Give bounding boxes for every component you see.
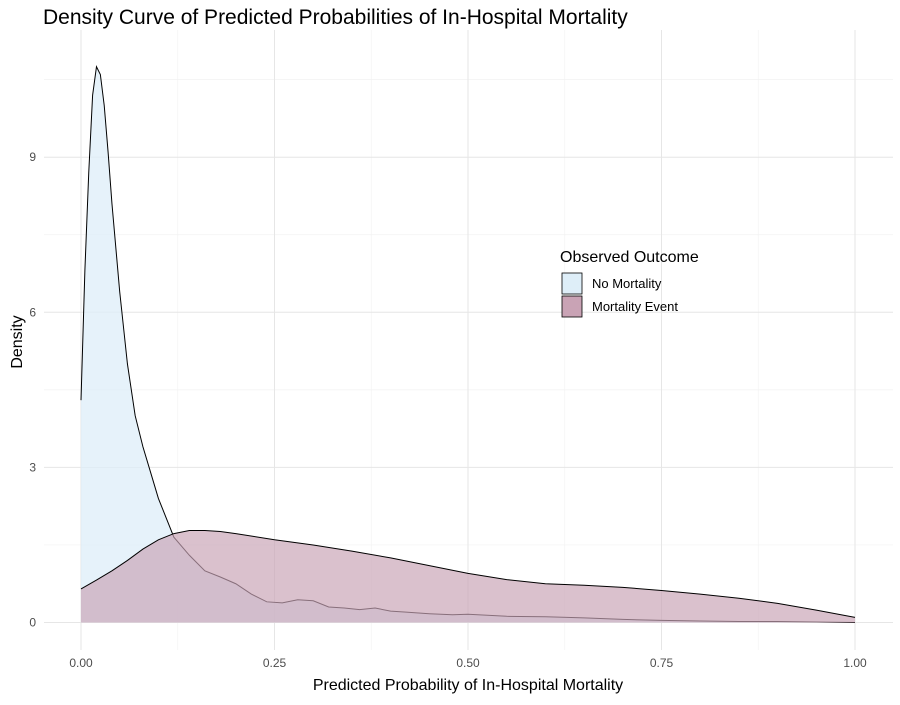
density-area-mortality-event xyxy=(81,530,855,623)
y-tick-label: 6 xyxy=(29,305,36,319)
density-line-mortality-event xyxy=(80,529,856,618)
legend-title: Observed Outcome xyxy=(560,249,699,266)
legend-items: No Mortality Mortality Event xyxy=(561,272,678,318)
legend-label-mortality-event: Mortality Event xyxy=(592,299,678,314)
axis-ticks: 0.00 0.25 0.50 0.75 1.00 0 3 6 9 xyxy=(29,150,867,670)
x-tick-label: 1.00 xyxy=(843,656,867,670)
y-tick-label: 3 xyxy=(29,460,36,474)
y-tick-label: 9 xyxy=(29,150,36,164)
chart-title: Density Curve of Predicted Probabilities… xyxy=(43,6,628,29)
legend-label-no-mortality: No Mortality xyxy=(592,276,662,291)
x-tick-label: 0.50 xyxy=(456,656,480,670)
legend-swatch-mortality-event xyxy=(561,295,583,318)
y-axis-title: Density xyxy=(9,315,26,368)
series-areas xyxy=(80,65,856,623)
legend-swatch-no-mortality xyxy=(561,272,583,295)
x-tick-label: 0.75 xyxy=(650,656,674,670)
x-tick-label: 0.25 xyxy=(263,656,287,670)
x-tick-label: 0.00 xyxy=(69,656,93,670)
x-axis-title: Predicted Probability of In-Hospital Mor… xyxy=(313,677,623,694)
y-tick-label: 0 xyxy=(29,616,36,630)
legend: Observed Outcome No Mortality Mortality E… xyxy=(560,249,699,318)
